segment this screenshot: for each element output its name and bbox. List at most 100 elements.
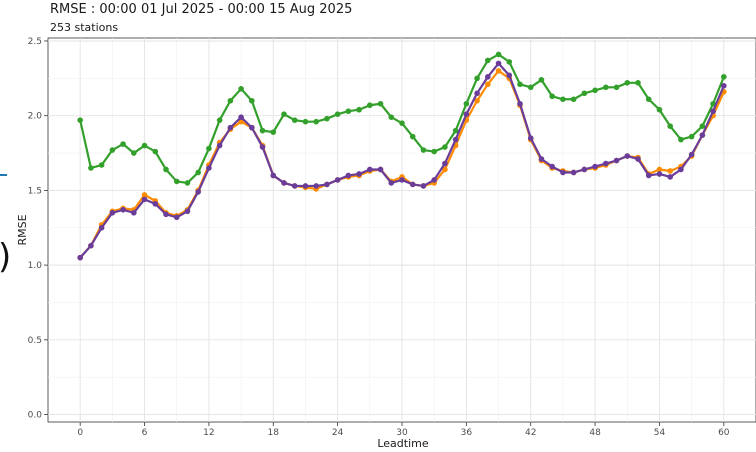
data-point	[495, 51, 502, 58]
data-point	[206, 145, 212, 152]
data-point	[77, 254, 83, 261]
data-point	[367, 166, 373, 173]
data-point	[474, 90, 480, 97]
data-point	[409, 133, 416, 140]
data-point	[131, 210, 137, 216]
data-point	[399, 120, 405, 126]
x-tick-label: 24	[332, 428, 344, 438]
data-point	[688, 133, 695, 140]
data-point	[141, 192, 148, 198]
chart-subtitle: 253 stations	[50, 21, 119, 34]
data-point	[377, 166, 384, 173]
series-layer	[77, 51, 727, 261]
y-tick-label: 1.0	[28, 261, 43, 271]
data-point	[399, 177, 405, 183]
y-axis-title: RMSE	[16, 214, 29, 245]
data-point	[721, 83, 727, 89]
data-point	[667, 168, 673, 174]
data-point	[581, 166, 588, 173]
data-point	[302, 183, 309, 189]
data-point	[334, 177, 341, 183]
data-point	[88, 165, 94, 171]
data-point	[592, 163, 598, 170]
data-point	[195, 169, 201, 176]
data-point	[635, 80, 641, 86]
data-point	[581, 90, 588, 97]
data-point	[506, 72, 513, 79]
data-point	[420, 147, 427, 153]
data-point	[613, 157, 620, 164]
data-point	[624, 153, 631, 159]
data-point	[442, 166, 448, 173]
data-point	[249, 97, 255, 104]
data-point	[442, 144, 448, 150]
y-tick-label: 0.0	[28, 411, 43, 421]
chart-title: RMSE : 00:00 01 Jul 2025 - 00:00 15 Aug …	[50, 2, 353, 17]
x-axis-title: Leadtime	[377, 437, 429, 450]
data-point	[313, 118, 319, 125]
x-tick-label: 30	[396, 428, 408, 438]
data-point	[452, 136, 459, 143]
data-point	[485, 57, 491, 64]
data-point	[281, 180, 287, 186]
data-point	[238, 86, 244, 92]
data-point	[549, 163, 555, 170]
data-point	[699, 123, 706, 129]
data-point	[227, 97, 234, 104]
data-point	[538, 156, 545, 162]
data-point	[367, 102, 373, 109]
data-point	[195, 189, 201, 195]
data-point	[302, 118, 309, 125]
x-tick-label: 6	[142, 428, 148, 438]
edge-paren-glyph: )	[0, 240, 11, 274]
x-tick-label: 12	[203, 428, 214, 438]
data-point	[560, 96, 566, 103]
edge-accent-mark	[0, 174, 7, 176]
data-point	[141, 196, 148, 203]
x-tick-label: 42	[525, 428, 536, 438]
data-point	[324, 181, 330, 188]
data-point	[463, 100, 470, 107]
data-point	[109, 147, 116, 153]
data-point	[238, 114, 244, 120]
data-point	[431, 177, 437, 183]
data-point	[667, 174, 673, 180]
data-point	[667, 123, 673, 129]
data-point	[474, 75, 480, 82]
x-tick-label: 48	[589, 428, 601, 438]
data-point	[495, 60, 502, 67]
data-point	[334, 111, 341, 118]
data-point	[678, 166, 684, 173]
data-point	[527, 84, 534, 91]
data-point	[603, 160, 609, 167]
data-point	[345, 172, 352, 179]
data-point	[356, 106, 362, 113]
y-tick-label: 1.5	[28, 186, 42, 196]
data-point	[291, 117, 298, 123]
data-point	[549, 93, 555, 100]
data-point	[710, 108, 716, 115]
y-tick-label: 2.0	[28, 112, 43, 122]
data-point	[592, 87, 598, 94]
data-point	[517, 100, 523, 107]
data-point	[77, 117, 83, 123]
data-point	[238, 118, 244, 125]
data-point	[152, 148, 159, 155]
data-point	[388, 114, 395, 120]
x-tick-label: 54	[654, 428, 666, 438]
data-point	[270, 129, 277, 135]
data-point	[560, 169, 566, 176]
data-point	[131, 150, 137, 156]
data-point	[249, 124, 255, 131]
data-point	[184, 208, 191, 215]
data-point	[570, 169, 577, 176]
data-point	[485, 74, 491, 80]
data-point	[216, 117, 223, 123]
y-tick-label: 2.5	[28, 37, 42, 47]
data-point	[678, 136, 684, 143]
data-point	[656, 166, 663, 173]
data-point	[281, 111, 287, 118]
data-point	[495, 68, 502, 74]
data-point	[645, 96, 652, 103]
